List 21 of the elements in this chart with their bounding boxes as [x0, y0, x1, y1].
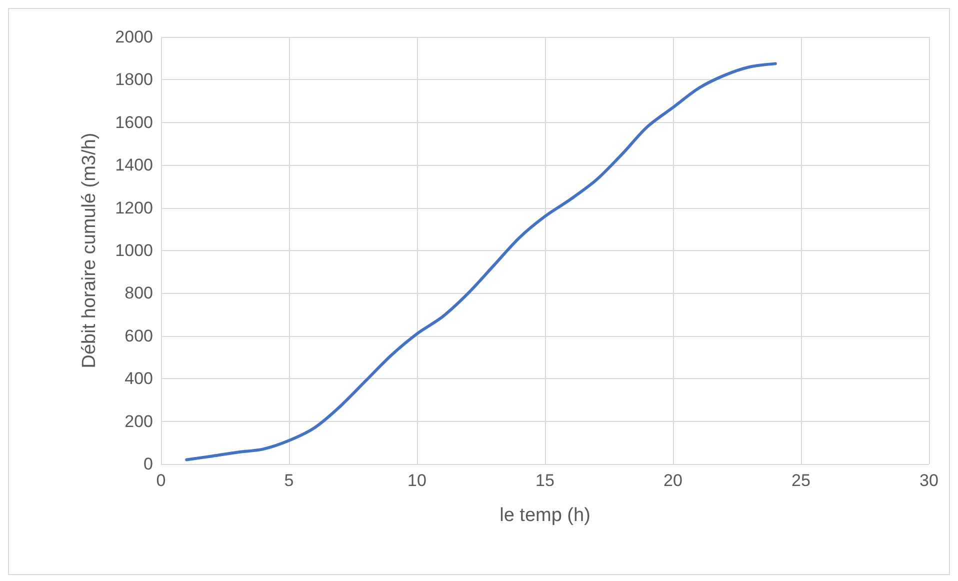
x-axis-title: le temp (h)	[500, 505, 590, 526]
y-tick-label: 1400	[115, 156, 153, 175]
x-tick-label: 5	[284, 471, 294, 490]
y-tick-label: 1800	[115, 70, 153, 90]
y-tick-label: 1600	[115, 112, 153, 132]
line-series	[185, 62, 777, 462]
y-tick-label: 0	[144, 454, 153, 474]
x-tick-label: 15	[536, 471, 554, 490]
y-tick-label: 1000	[115, 241, 153, 260]
x-tick-label: 10	[408, 471, 426, 490]
x-tick-label: 30	[920, 471, 938, 490]
x-tick-label: 20	[664, 471, 682, 490]
x-tick-label: 25	[792, 471, 810, 490]
y-tick-label: 200	[124, 412, 153, 431]
y-tick-label: 600	[124, 326, 153, 346]
y-tick-label: 1200	[115, 198, 153, 218]
y-tick-label: 2000	[115, 28, 153, 46]
x-tick-label: 0	[156, 471, 166, 490]
y-tick-label: 800	[124, 284, 153, 303]
y-axis-title: Débit horaire cumulé (m3/h)	[79, 132, 100, 368]
y-tick-label: 400	[124, 369, 153, 388]
